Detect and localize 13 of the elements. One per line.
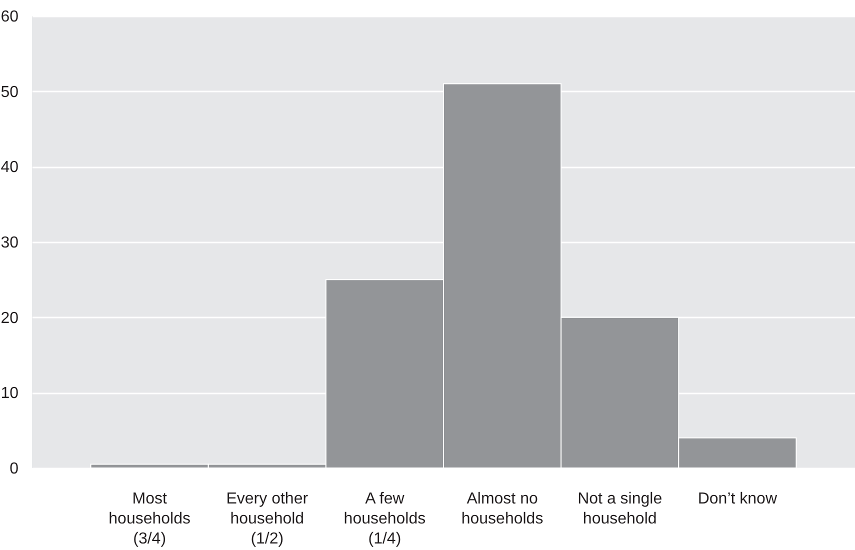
y-tick-label: 20	[0, 310, 19, 327]
x-tick-label: Don’t know	[698, 490, 778, 508]
x-tick-label: Not a single household	[578, 490, 662, 528]
x-tick-label: Most households (3/4)	[108, 490, 190, 548]
y-tick-label: 30	[0, 234, 19, 252]
x-tick-label: A few households (1/4)	[344, 490, 426, 548]
y-tick-label: 0	[10, 460, 19, 478]
x-tick-label: Almost no households	[461, 490, 544, 528]
y-tick-label: 60	[0, 8, 19, 26]
y-tick-label: 10	[0, 385, 19, 402]
y-tick-label: 40	[0, 159, 19, 176]
y-tick-label: 50	[0, 84, 19, 101]
x-tick-label: Every other household (1/2)	[226, 490, 309, 548]
